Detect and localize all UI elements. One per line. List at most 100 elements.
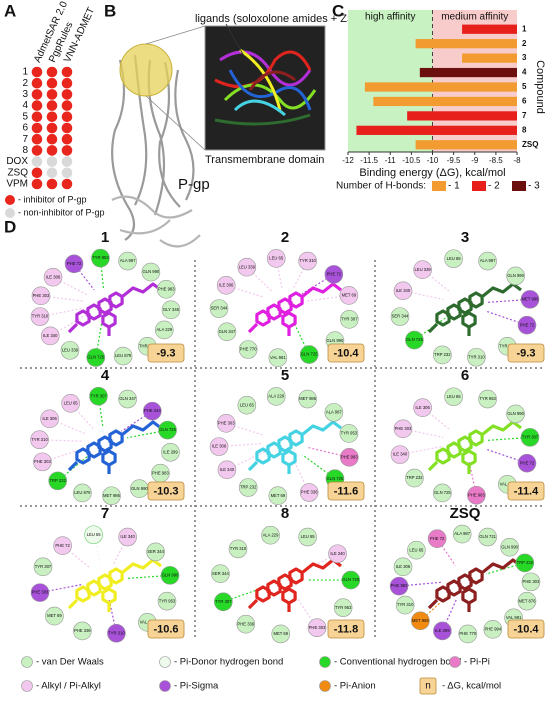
ligand-chain — [67, 460, 111, 474]
residue-label: MET 69 — [342, 293, 357, 298]
residue-label: LEU 65 — [87, 532, 102, 537]
residue-label: MET 986 — [412, 618, 430, 623]
ligand — [67, 558, 162, 612]
residue — [33, 452, 52, 472]
residue-label: SER 344 — [211, 306, 228, 311]
interaction-line — [49, 418, 86, 435]
dg-box — [507, 343, 545, 363]
residue-label: MET 986 — [103, 493, 121, 498]
legend-label: - Pi-Donor hydrogen bond — [174, 657, 283, 668]
residue-label: GLN 990 — [327, 338, 344, 343]
prediction-dot — [46, 145, 58, 156]
residue — [30, 307, 50, 326]
ligand-chain — [247, 460, 291, 474]
domain-label: Transmembrane domain — [205, 154, 324, 166]
residue — [298, 389, 317, 409]
residue — [216, 414, 236, 433]
residue — [393, 557, 413, 577]
residue-label: LEU 339 — [414, 267, 431, 272]
ligand — [67, 420, 162, 474]
panel-label: B — [104, 1, 116, 20]
x-tick-label: -10.5 — [402, 156, 421, 165]
residue — [339, 310, 359, 329]
residue-label: GLN 725 — [327, 476, 344, 481]
residue-label: PHE 983 — [468, 492, 485, 497]
residue — [433, 621, 452, 641]
residue-label: ALA 987 — [480, 258, 497, 263]
residue-label: GLN 725 — [301, 352, 318, 357]
prediction-dot — [31, 133, 43, 145]
residue — [299, 345, 319, 364]
bar — [373, 96, 517, 107]
interaction-line — [226, 451, 265, 471]
residue — [107, 623, 126, 643]
ligand-ring — [281, 449, 297, 467]
ligand — [427, 558, 522, 612]
ligand-ring — [101, 311, 117, 329]
residue — [520, 290, 540, 309]
interaction-line — [218, 443, 262, 448]
interaction-line — [487, 298, 531, 303]
residue-label: TYR 310 — [230, 546, 247, 551]
residue — [238, 340, 258, 359]
bar — [415, 39, 517, 49]
legend-dot — [21, 680, 33, 692]
residue — [60, 341, 80, 360]
y-tick-label: 7 — [522, 111, 527, 120]
residue — [389, 576, 409, 596]
residue — [433, 345, 452, 365]
interaction-diagram: ZSQ GLN 721 GLN 990 TRP 232 PHE 303 MET 876 VA… — [389, 505, 545, 644]
residue-label: SER 344 — [212, 571, 229, 576]
residue — [393, 419, 413, 439]
x-tick-label: -9.5 — [447, 156, 461, 165]
residue-label: GLN 990 — [131, 486, 148, 491]
x-tick-label: -8.5 — [489, 156, 503, 165]
residue — [237, 257, 257, 277]
residue-label: LEU 339 — [62, 347, 79, 352]
x-tick-label: -9 — [471, 156, 479, 165]
residue — [339, 286, 359, 305]
residue — [154, 320, 174, 340]
prediction-dot — [46, 122, 58, 134]
residue-label: PHE 336 — [237, 621, 254, 626]
residue-label: MET 986 — [299, 396, 317, 401]
dg-box — [147, 619, 185, 639]
residue-label: SER 344 — [392, 314, 409, 319]
ligand-ring — [281, 587, 297, 605]
ligand-chain — [427, 322, 471, 336]
prediction-dot — [31, 89, 43, 100]
residue — [341, 570, 361, 590]
residue-label: TYR 310 — [32, 314, 49, 319]
legend-label: - Conventional hydrogen bond — [334, 657, 461, 668]
interaction-line — [302, 454, 336, 480]
dg-value: -11.8 — [334, 623, 358, 635]
residue-label: PHE 983 — [341, 454, 358, 459]
ligand-chain — [302, 282, 342, 298]
bar — [356, 125, 517, 135]
legend-label: - Pi-Sigma — [174, 681, 219, 692]
residue-label: GLN 721 — [479, 534, 496, 539]
prediction-dot — [61, 111, 73, 123]
ligand-chain — [122, 558, 162, 574]
residue-label: PHE 770 — [240, 347, 257, 352]
compound-label: ZSQ — [450, 505, 481, 522]
residue-label: GLN 990 — [507, 411, 524, 416]
compound-label: 8 — [281, 505, 289, 522]
residue — [118, 251, 137, 271]
legend-label: - 3 — [528, 181, 540, 192]
legend-dot — [449, 656, 461, 668]
residue-label: MET 876 — [519, 598, 537, 603]
residue — [261, 525, 280, 545]
dg-value: -10.6 — [153, 623, 178, 635]
residue — [413, 260, 432, 279]
residue-label: TYR 953 — [341, 431, 358, 436]
residue-label: SER 344 — [147, 549, 164, 554]
residue — [156, 280, 176, 299]
ligand-chain — [247, 598, 291, 612]
residue-label: TYR 310 — [299, 258, 316, 263]
residue-label: GLN 990 — [143, 269, 160, 274]
region-label: high affinity — [365, 12, 415, 23]
compound-label: 2 — [281, 229, 289, 246]
residue-label: LEU 65 — [447, 394, 462, 399]
